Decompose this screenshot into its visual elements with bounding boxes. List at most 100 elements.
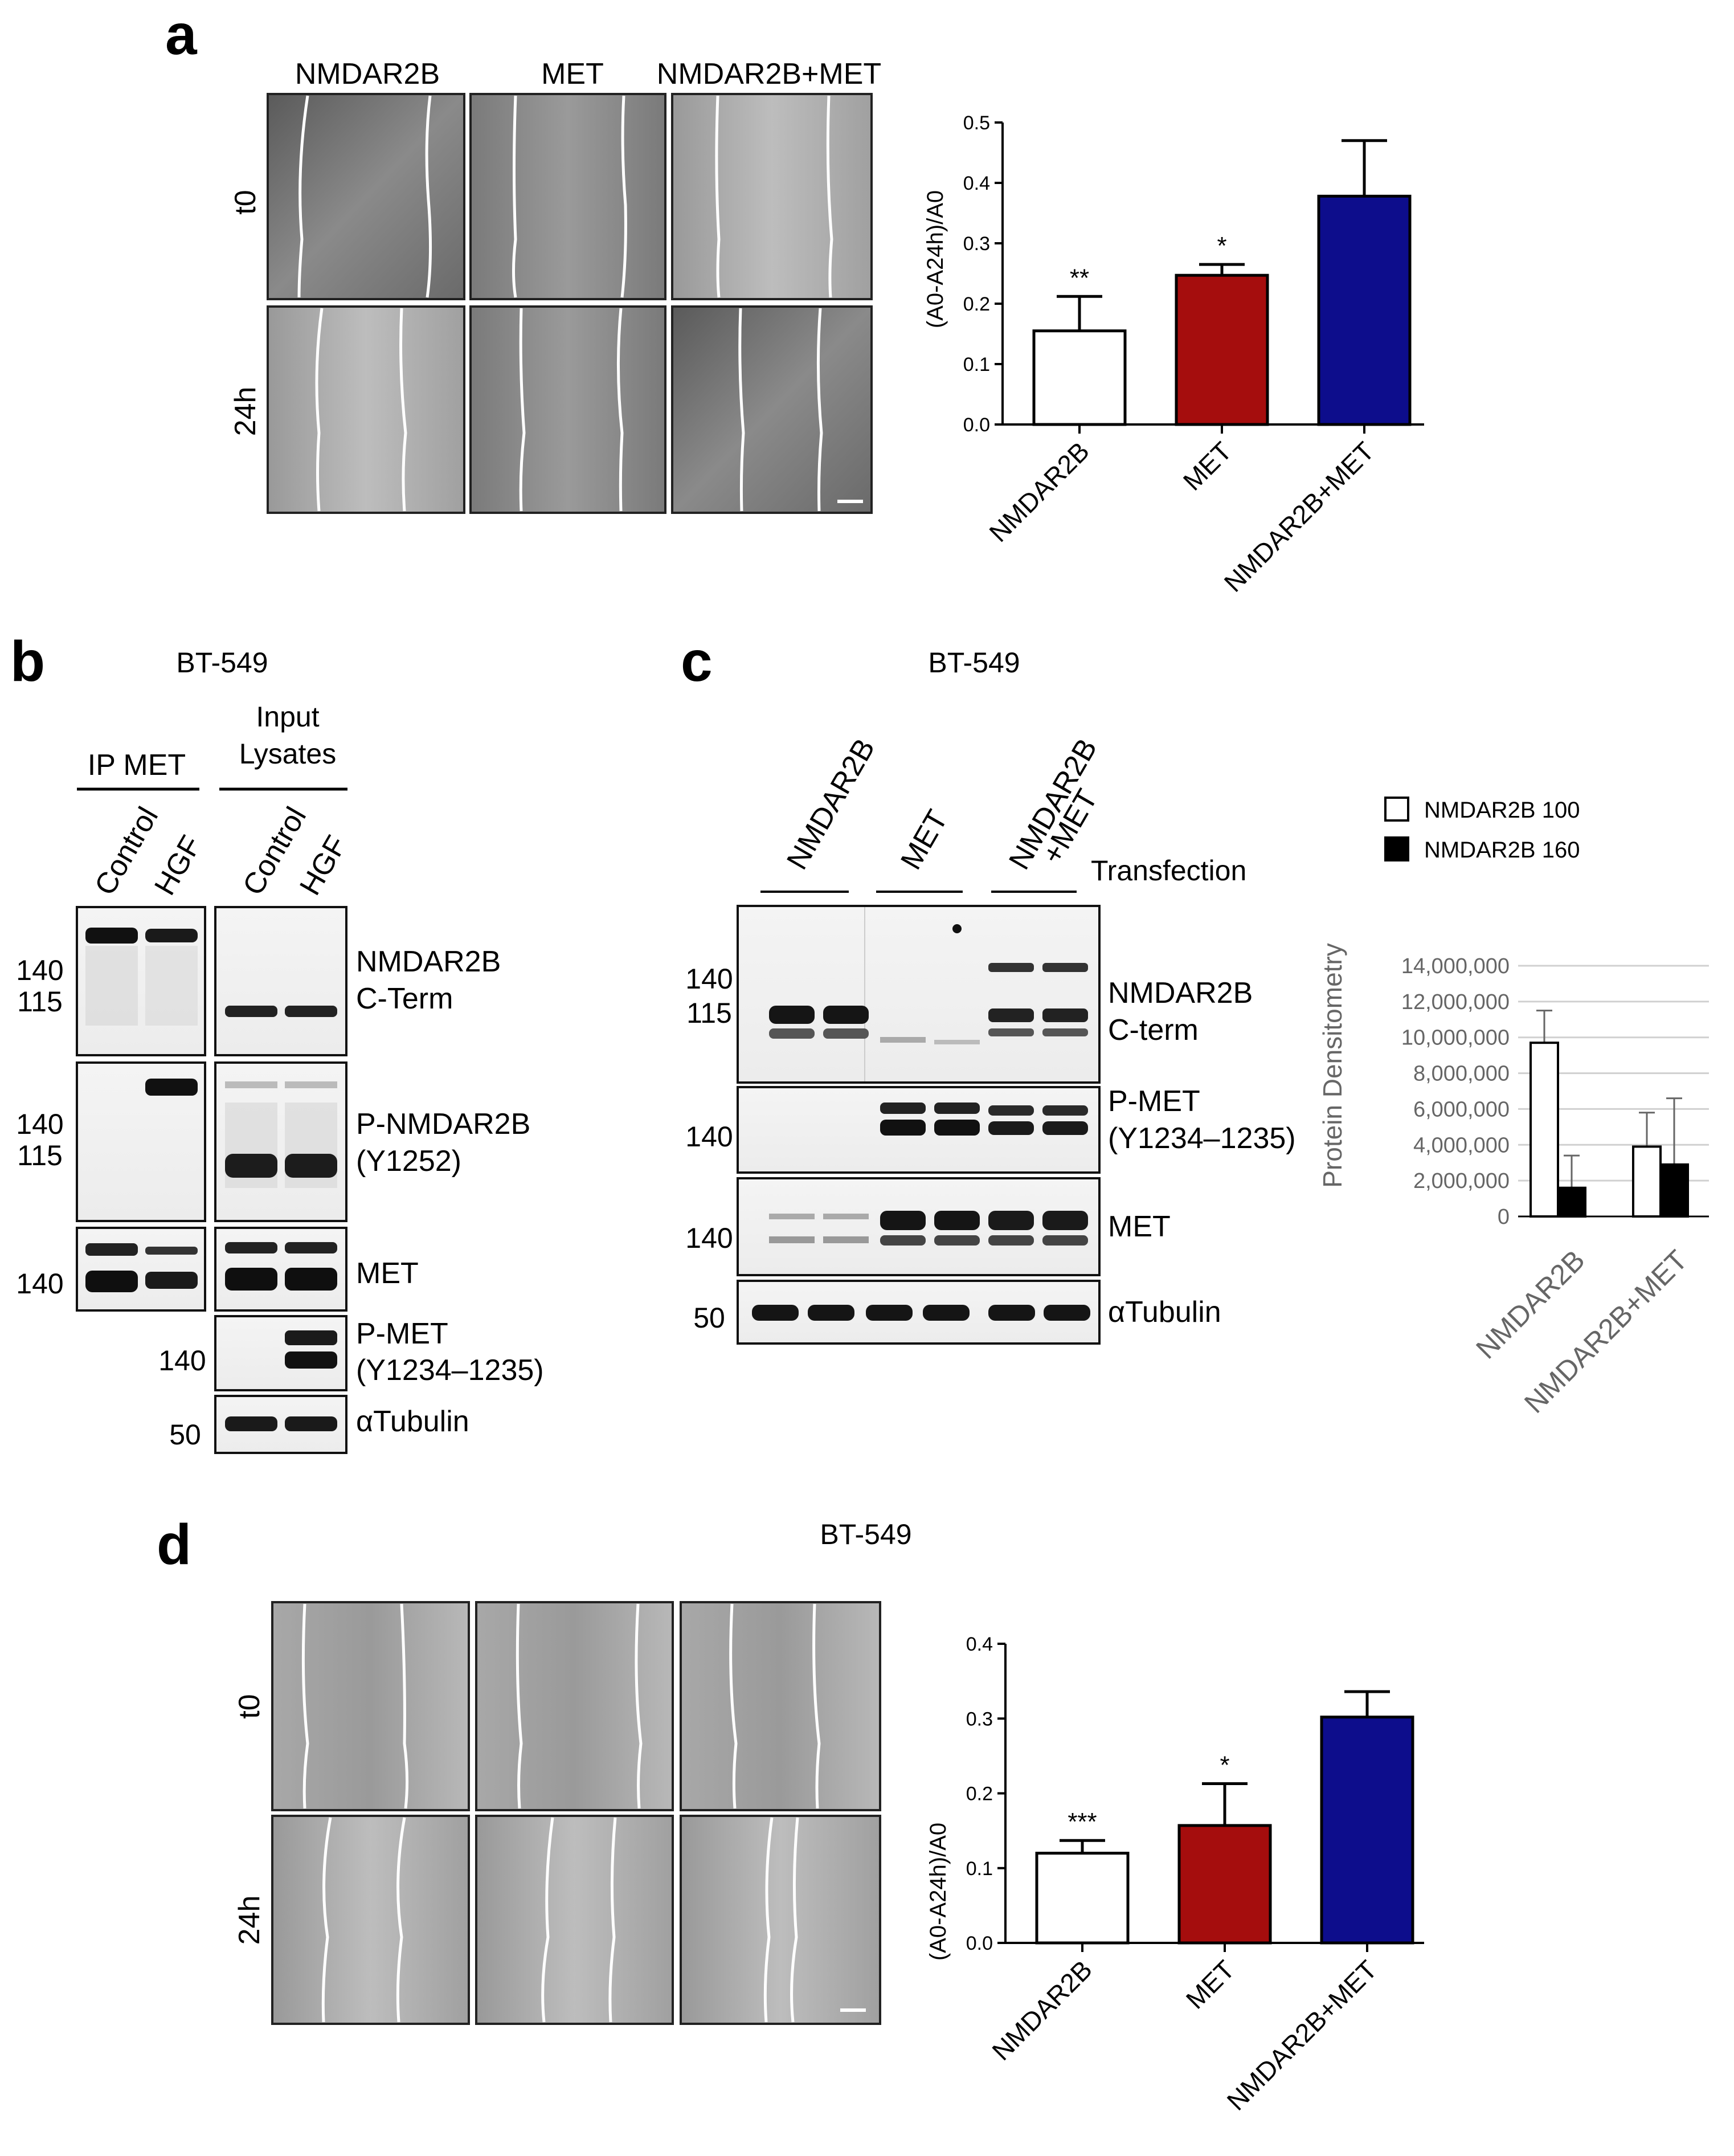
- chart-a: (A0-A24h)/A0 0.0 0.1 0.2 0.3 0.4 0.5 ** NMDAR2…: [923, 112, 1424, 598]
- panel-letter-d: d: [157, 1513, 191, 1577]
- mw-marker: 140: [158, 1345, 206, 1377]
- band: [285, 1006, 337, 1017]
- panel-letter-a: a: [165, 3, 198, 67]
- y-tick-label: 0.0: [966, 1933, 993, 1954]
- micrograph-d-t0-3: [680, 1601, 881, 1811]
- blot-label-b-nmdar2b: NMDAR2B: [356, 945, 501, 978]
- blot-label-c-cterm: C-term: [1108, 1014, 1199, 1047]
- x-tick-label: NMDAR2B+MET: [1218, 436, 1380, 597]
- y-tick-label: 0.3: [963, 233, 990, 255]
- row-label-d-t0: t0: [233, 1694, 266, 1718]
- western-blot-b: [76, 906, 347, 1454]
- band: [225, 1154, 277, 1178]
- mw-marker: 115: [686, 997, 732, 1029]
- group-label-c-nmdar2b: NMDAR2B: [780, 733, 881, 875]
- blot-label-c-tubulin: αTubulin: [1108, 1296, 1221, 1329]
- mw-marker: 115: [17, 986, 63, 1018]
- micrograph-grid-d: [271, 1601, 881, 2025]
- micrograph-d-24h-3: [680, 1815, 881, 2025]
- group-label-input: Input: [256, 701, 319, 733]
- bar-nmdar2b-160: [1557, 1186, 1586, 1218]
- legend-label-nmdar2b-100: NMDAR2B 100: [1424, 798, 1580, 823]
- scale-bar-a: [837, 500, 863, 503]
- mw-marker: 140: [16, 1268, 63, 1300]
- y-tick-label: 0.0: [963, 414, 990, 436]
- mw-marker: 115: [17, 1140, 63, 1171]
- blot-label-b-y1234: (Y1234–1235): [356, 1354, 544, 1387]
- y-tick-label: 14,000,000: [1401, 954, 1510, 978]
- blot-label-b-met: MET: [356, 1257, 419, 1290]
- micrograph-a-24h-nmdar2b: [267, 305, 465, 514]
- mw-marker: 140: [685, 1121, 733, 1153]
- bar-nmdar2b-met: [1317, 194, 1412, 426]
- blot-b-met-ip: [76, 1227, 206, 1312]
- y-tick-label: 0.4: [963, 173, 990, 194]
- significance-marker: ***: [1068, 1808, 1097, 1836]
- significance-marker: *: [1217, 232, 1226, 260]
- micrograph-grid-a: [267, 93, 873, 514]
- x-tick-label: MET: [1180, 1954, 1240, 2014]
- group-label-c-met: MET: [894, 805, 954, 875]
- blot-c-nmdar2b: [737, 905, 1101, 1084]
- micrograph-d-24h-2: [475, 1815, 674, 2025]
- micrograph-a-t0-nmdar2b: [267, 93, 465, 300]
- blot-label-c-nmdar2b: NMDAR2B: [1108, 977, 1253, 1010]
- blot-label-b-y1252: (Y1252): [356, 1145, 461, 1178]
- row-label-24h: 24h: [229, 387, 262, 436]
- mw-marker: 50: [169, 1419, 201, 1451]
- group-label-ip-met: IP MET: [88, 749, 186, 782]
- transfection-label: Transfection: [1091, 855, 1246, 887]
- y-tick-label: 0: [1498, 1205, 1510, 1229]
- mw-marker: 140: [685, 1222, 733, 1254]
- panel-letter-c: c: [681, 630, 713, 693]
- chart-d-ylabel: (A0-A24h)/A0: [926, 1823, 951, 1961]
- bar-nmdar2b-met: [1320, 1716, 1414, 1945]
- cell-line-c: BT-549: [928, 647, 1020, 679]
- y-tick-label: 2,000,000: [1413, 1169, 1510, 1193]
- bar-nmdar2b: [1035, 1852, 1130, 1945]
- x-tick-label: MET: [1177, 436, 1237, 496]
- x-tick-label: NMDAR2B+MET: [1221, 1954, 1383, 2116]
- bar-met: [1175, 273, 1269, 426]
- band: [85, 928, 138, 944]
- band: [145, 929, 198, 942]
- western-blot-c: [737, 905, 1101, 1345]
- band: [145, 1079, 198, 1096]
- legend-swatch-nmdar2b-160: [1384, 836, 1409, 861]
- mw-marker: 50: [693, 1302, 725, 1334]
- cell-line-d: BT-549: [820, 1518, 911, 1550]
- micrograph-a-t0-met: [469, 93, 666, 300]
- mw-marker: 140: [16, 954, 63, 986]
- y-tick-label: 4,000,000: [1413, 1133, 1510, 1157]
- cell-line-b: BT-549: [176, 647, 268, 679]
- micrograph-d-t0-2: [475, 1601, 674, 1811]
- y-tick-label: 6,000,000: [1413, 1097, 1510, 1121]
- y-tick-label: 0.1: [963, 354, 990, 375]
- micrograph-d-t0-1: [271, 1601, 470, 1811]
- significance-marker: **: [1070, 264, 1089, 292]
- group-label-lysates: Lysates: [239, 738, 336, 770]
- column-header-nmdar2b-met: NMDAR2B+MET: [657, 58, 881, 91]
- panel-letter-b: b: [10, 630, 45, 693]
- legend-label-nmdar2b-160: NMDAR2B 160: [1424, 838, 1580, 863]
- blot-b-nmdar2b-input: [214, 906, 347, 1056]
- blot-label-b-tubulin: αTubulin: [356, 1405, 469, 1438]
- y-tick-label: 0.2: [966, 1783, 993, 1805]
- blot-label-c-y1234: (Y1234–1235): [1108, 1122, 1296, 1155]
- y-tick-label: 10,000,000: [1401, 1026, 1510, 1050]
- band: [225, 1006, 277, 1017]
- row-label-d-24h: 24h: [233, 1896, 266, 1945]
- blot-label-b-pnmdar2b: P-NMDAR2B: [356, 1108, 530, 1141]
- mw-marker: 140: [16, 1108, 63, 1140]
- y-tick-label: 8,000,000: [1413, 1062, 1510, 1086]
- x-tick-label: NMDAR2B: [986, 1954, 1098, 2066]
- y-tick-label: 0.3: [966, 1708, 993, 1730]
- significance-marker: *: [1220, 1751, 1229, 1779]
- lane-label-b-hgf-input: HGF: [293, 830, 353, 901]
- y-tick-label: 0.4: [966, 1634, 993, 1655]
- column-header-nmdar2b: NMDAR2B: [295, 58, 440, 91]
- band: [285, 1154, 337, 1178]
- bar-nmdar2b-100: [1632, 1145, 1662, 1218]
- micrograph-a-24h-met: [469, 305, 666, 514]
- micrograph-a-t0-combo: [671, 93, 873, 300]
